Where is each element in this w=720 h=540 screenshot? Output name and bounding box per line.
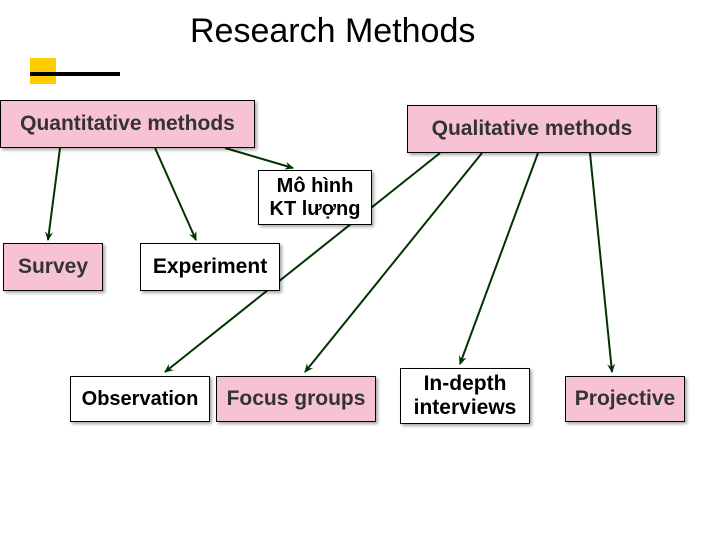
page-title: Research Methods xyxy=(190,12,475,51)
node-model: Mô hình KT lượng xyxy=(258,170,372,225)
node-exper: Experiment xyxy=(140,243,280,291)
connector-layer xyxy=(0,0,720,540)
node-focus: Focus groups xyxy=(216,376,376,422)
node-indep: In-depth interviews xyxy=(400,368,530,424)
node-survey: Survey xyxy=(3,243,103,291)
node-qual: Qualitative methods xyxy=(407,105,657,153)
connector xyxy=(48,148,60,240)
title-accent-square xyxy=(30,58,56,84)
node-proj: Projective xyxy=(565,376,685,422)
diagram-stage: Research Methods Quantitative methods Qua… xyxy=(0,0,720,540)
connector xyxy=(225,148,293,168)
connector xyxy=(590,153,612,372)
node-observ: Observation xyxy=(70,376,210,422)
title-accent-underline xyxy=(30,72,120,76)
node-quant: Quantitative methods xyxy=(0,100,255,148)
connector xyxy=(155,148,196,240)
connector xyxy=(460,153,538,364)
